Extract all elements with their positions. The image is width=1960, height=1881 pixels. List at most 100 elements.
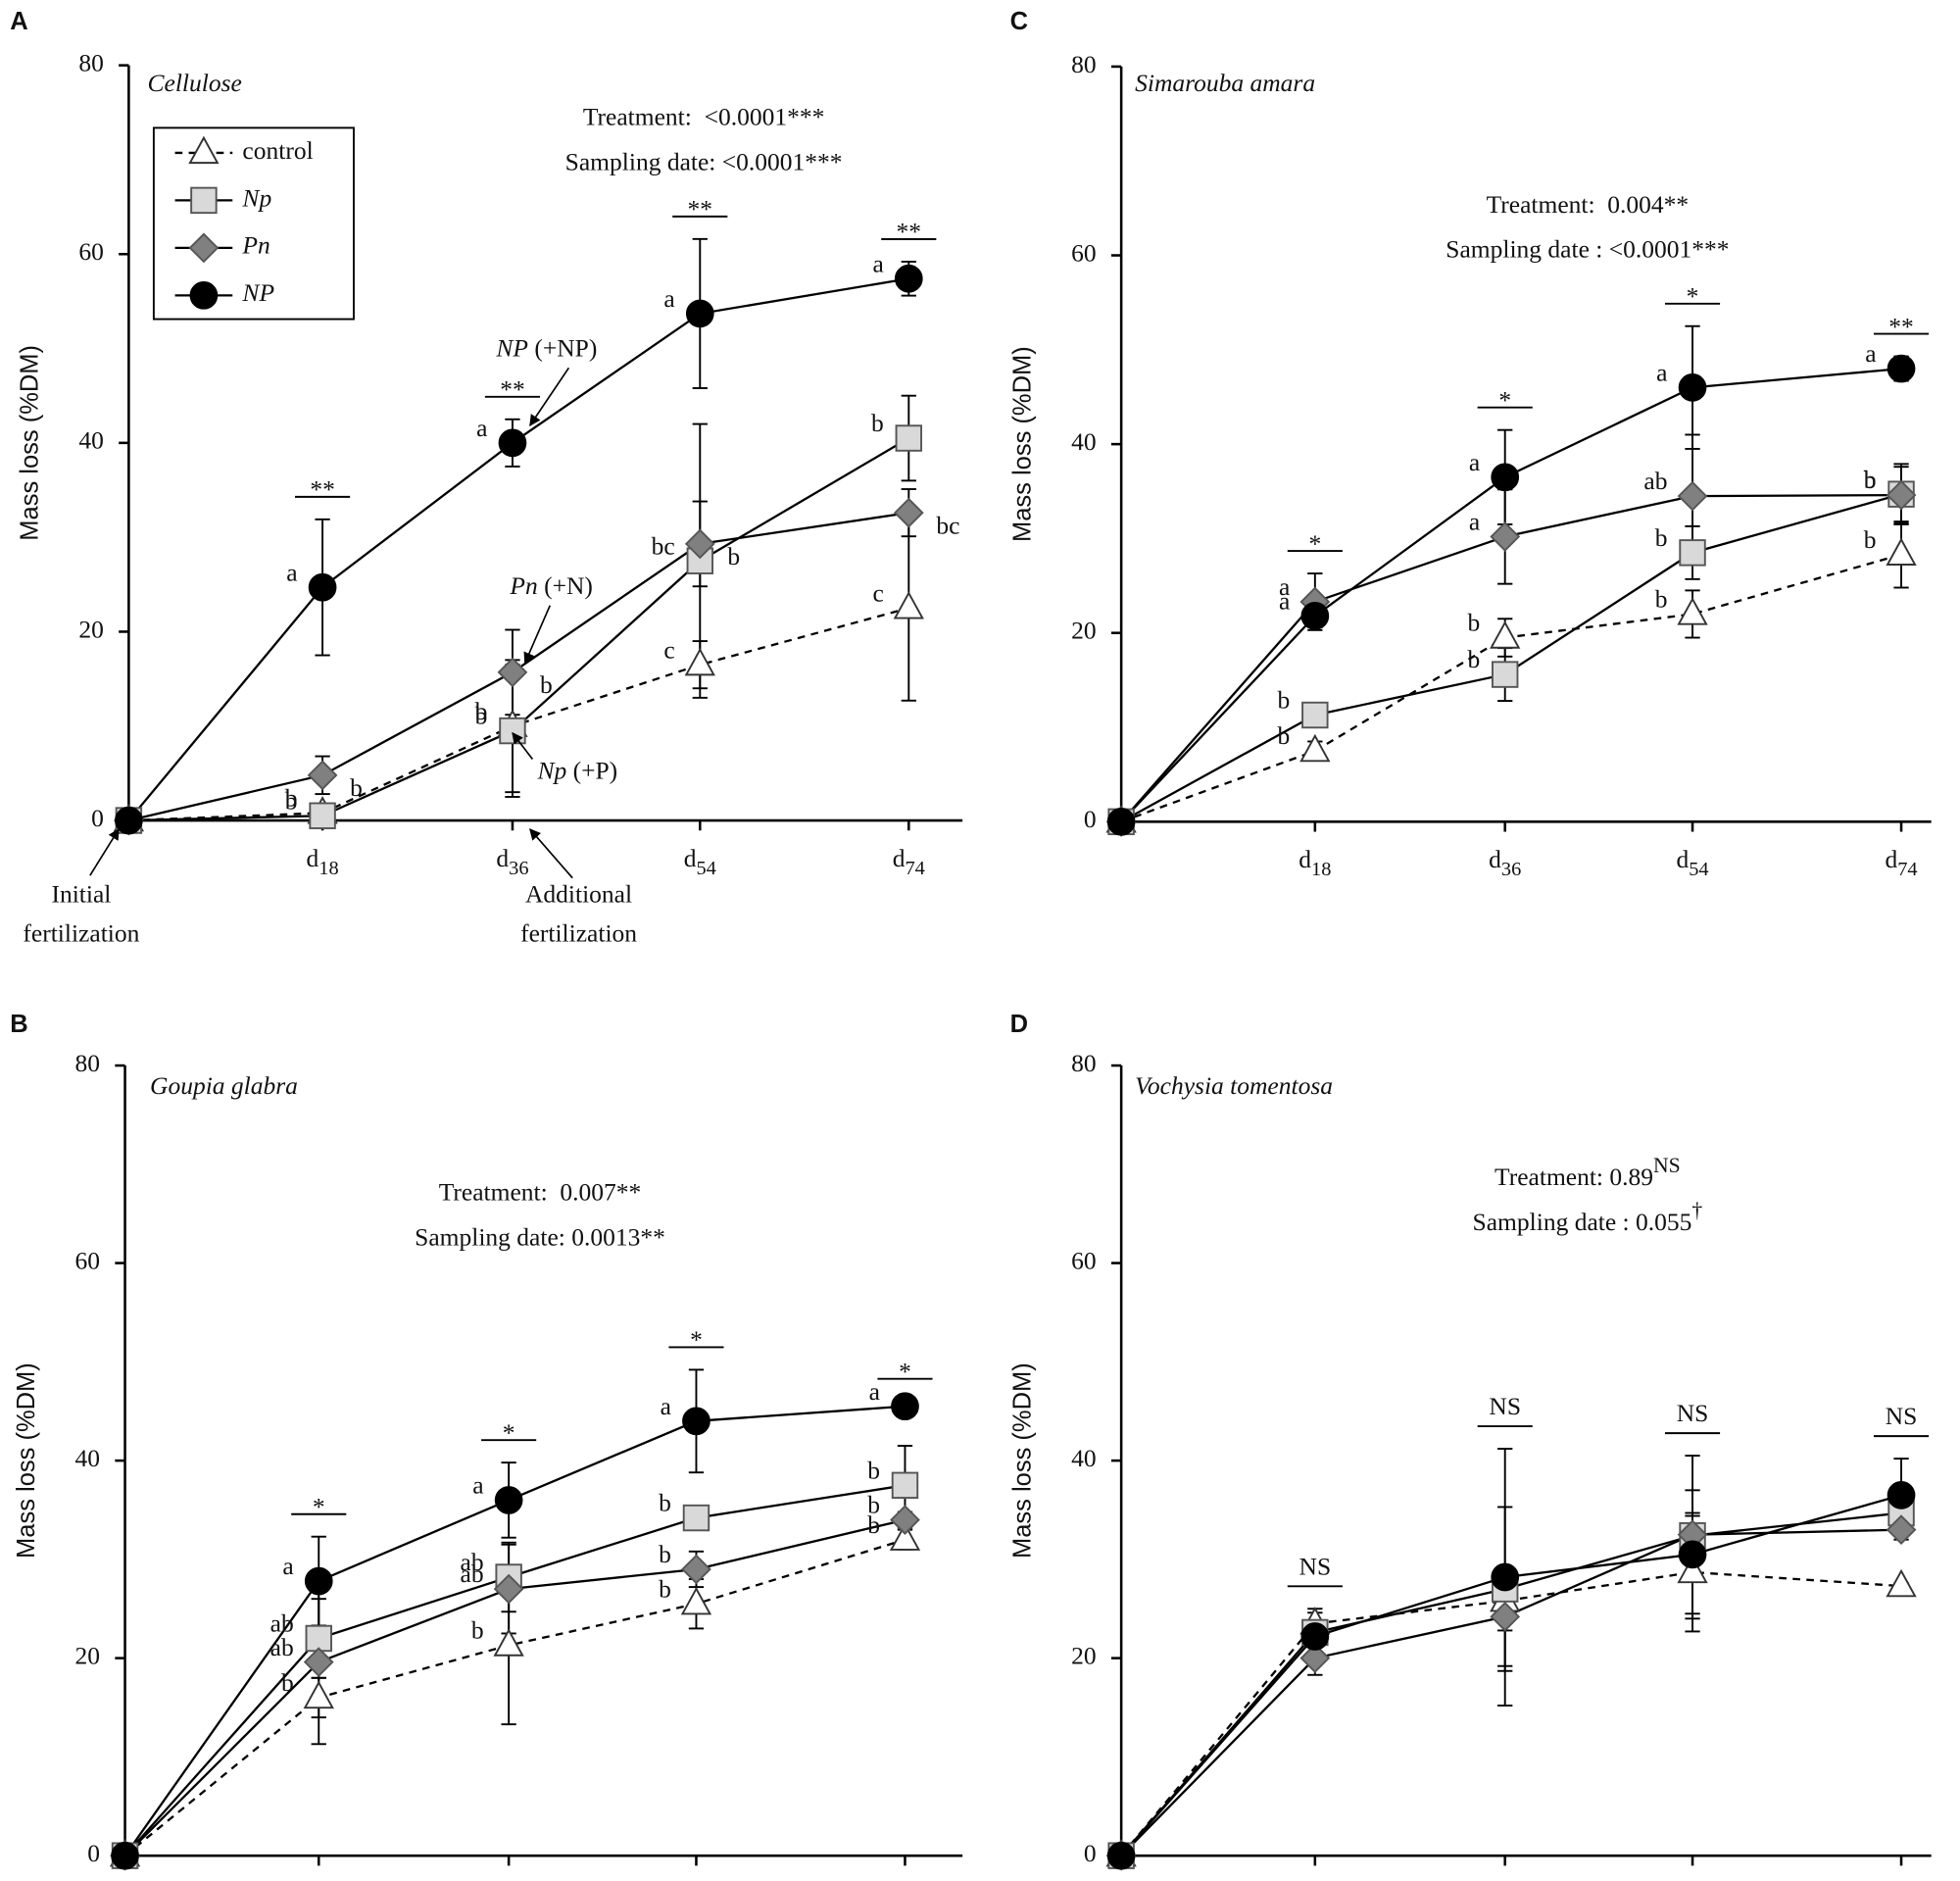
data-point — [1677, 480, 1708, 512]
significance-label: ** — [688, 195, 713, 223]
annotation-italic: Pn — [509, 571, 537, 600]
series-line — [1120, 1511, 1902, 1856]
stats-text: Treatment: <0.0001*** — [583, 102, 824, 130]
point-letter: b — [285, 786, 298, 815]
annotation-text: (+P) — [566, 756, 617, 784]
data-point — [493, 1573, 524, 1605]
chart-title: Vochysia tomentosa — [1135, 1071, 1333, 1100]
x-tick-label: d36 — [1489, 1879, 1521, 1881]
data-point — [304, 1566, 333, 1596]
y-tick-label: 0 — [87, 1839, 100, 1867]
data-point — [1886, 1481, 1916, 1510]
point-letter: a — [286, 558, 297, 586]
data-point — [1299, 1643, 1331, 1674]
x-tick-label: d54 — [684, 844, 716, 879]
stats-text: Sampling date : <0.0001*** — [1446, 235, 1729, 264]
y-tick-label: 0 — [91, 804, 104, 832]
stats-sup: NS — [1653, 1154, 1681, 1177]
x-tick-label: d54 — [680, 1879, 712, 1881]
significance-label: * — [1498, 385, 1511, 414]
legend-marker — [188, 135, 220, 165]
y-tick-label: 20 — [78, 615, 104, 643]
data-point — [895, 424, 923, 452]
data-point — [894, 264, 923, 293]
point-letter: a — [1656, 358, 1667, 386]
annotation-italic: Np — [536, 756, 566, 784]
legend-label: Pn — [241, 231, 270, 260]
annotation: fertilization — [520, 918, 637, 947]
significance-label: * — [899, 1357, 911, 1385]
point-letter: b — [281, 1668, 294, 1697]
panel-label: A — [10, 8, 27, 35]
point-letter: b — [1864, 465, 1877, 493]
significance-label: ** — [500, 375, 525, 404]
stats-value: Treatment: 0.004** — [1487, 190, 1690, 219]
stats-value: Sampling date : <0.0001*** — [1446, 235, 1729, 264]
y-tick-label: 60 — [75, 1246, 101, 1274]
data-point — [685, 299, 714, 328]
data-point — [681, 1554, 711, 1585]
data-point — [115, 806, 143, 835]
point-letter: b — [867, 1456, 880, 1484]
data-point — [1491, 463, 1520, 492]
data-point — [111, 1841, 139, 1870]
data-point — [890, 1505, 920, 1535]
point-letter: b — [350, 773, 363, 802]
data-point — [1678, 1540, 1707, 1569]
stats-value: Sampling date: 0.0013** — [415, 1222, 665, 1251]
panel-label: B — [10, 1011, 27, 1038]
data-point — [1490, 521, 1521, 552]
y-tick-label: 40 — [1071, 427, 1097, 456]
data-point — [494, 1486, 523, 1514]
data-point — [1106, 1841, 1136, 1870]
point-letter: b — [727, 542, 740, 570]
significance-label: ** — [897, 218, 922, 246]
point-letter: b — [867, 1510, 880, 1539]
legend-marker — [189, 280, 219, 310]
legend-label: NP — [241, 278, 274, 307]
data-point — [1301, 701, 1329, 729]
point-letter: ab — [270, 1633, 294, 1661]
point-letter: a — [1469, 448, 1480, 476]
legend-marker — [190, 186, 218, 215]
stats-value: Treatment: 0.007** — [439, 1177, 642, 1206]
y-axis-label: Mass loss (%DM) — [13, 1362, 40, 1559]
point-letter: b — [871, 409, 884, 437]
y-tick-label: 60 — [1071, 238, 1097, 267]
y-tick-label: 0 — [1084, 1839, 1097, 1867]
data-point — [305, 1624, 332, 1653]
annotation-italic: NP — [495, 333, 528, 362]
point-letter: c — [663, 635, 674, 664]
significance-label: * — [313, 1492, 325, 1520]
data-point — [497, 657, 528, 688]
data-point — [893, 591, 924, 619]
data-point — [1886, 479, 1917, 511]
annotation-arrow — [89, 827, 120, 876]
y-tick-label: 80 — [78, 49, 104, 77]
data-point — [499, 717, 526, 745]
y-tick-label: 40 — [78, 426, 104, 455]
significance-label: NS — [1489, 1392, 1521, 1420]
data-point — [1886, 537, 1917, 566]
point-letter: b — [471, 1616, 484, 1645]
point-letter: b — [659, 1574, 671, 1603]
significance-label: * — [503, 1418, 515, 1447]
legend-marker — [188, 232, 220, 264]
point-letter: c — [872, 578, 883, 607]
annotation-arrow — [529, 367, 570, 426]
x-tick-label: d36 — [1489, 845, 1521, 880]
x-tick-label: d36 — [493, 1879, 525, 1881]
y-tick-label: 40 — [1071, 1444, 1097, 1472]
data-point — [1490, 620, 1521, 649]
data-point — [891, 1471, 919, 1500]
x-tick-label: d74 — [893, 844, 925, 879]
data-point — [1490, 1601, 1521, 1632]
significance-label: ** — [1888, 312, 1913, 340]
annotation-text: (+NP) — [528, 333, 597, 362]
data-point — [303, 1680, 334, 1709]
data-point — [1677, 1555, 1708, 1584]
y-tick-label: 60 — [1071, 1246, 1097, 1274]
series-line — [1120, 1494, 1902, 1856]
point-letter: b — [1278, 721, 1291, 750]
y-tick-label: 20 — [1071, 617, 1097, 645]
